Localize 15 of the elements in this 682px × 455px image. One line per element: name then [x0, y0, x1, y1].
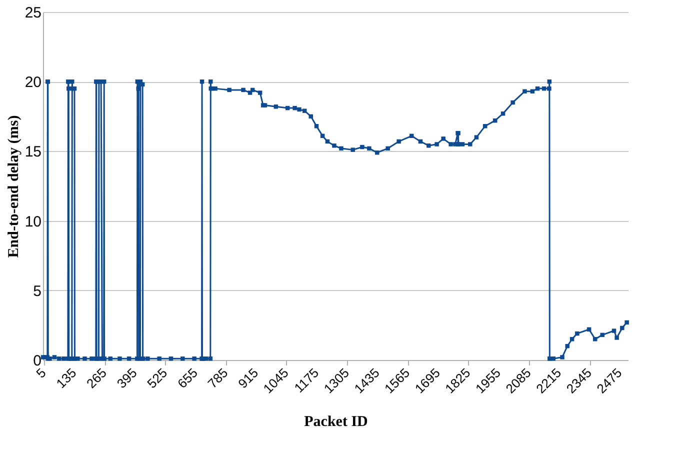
y-axis-title: End-to-end delay (ms) [6, 115, 22, 258]
y-tick-label: 20 [24, 74, 42, 92]
y-tick-label: 0 [33, 352, 42, 370]
x-tick-label: 265 [84, 365, 110, 392]
x-tick-label: 785 [204, 365, 231, 392]
y-tick-label: 10 [24, 213, 42, 230]
x-tick-label: 655 [174, 365, 200, 392]
y-tick-label: 5 [33, 282, 42, 300]
y-tick-label: 25 [24, 4, 42, 22]
x-axis-title: Packet ID [304, 414, 368, 430]
y-tick-label: 15 [24, 144, 42, 161]
x-tick-label: 135 [53, 365, 80, 392]
x-tick-label: 915 [235, 365, 262, 392]
x-tick-label: 525 [144, 365, 170, 392]
x-tick-label: 395 [114, 365, 140, 392]
